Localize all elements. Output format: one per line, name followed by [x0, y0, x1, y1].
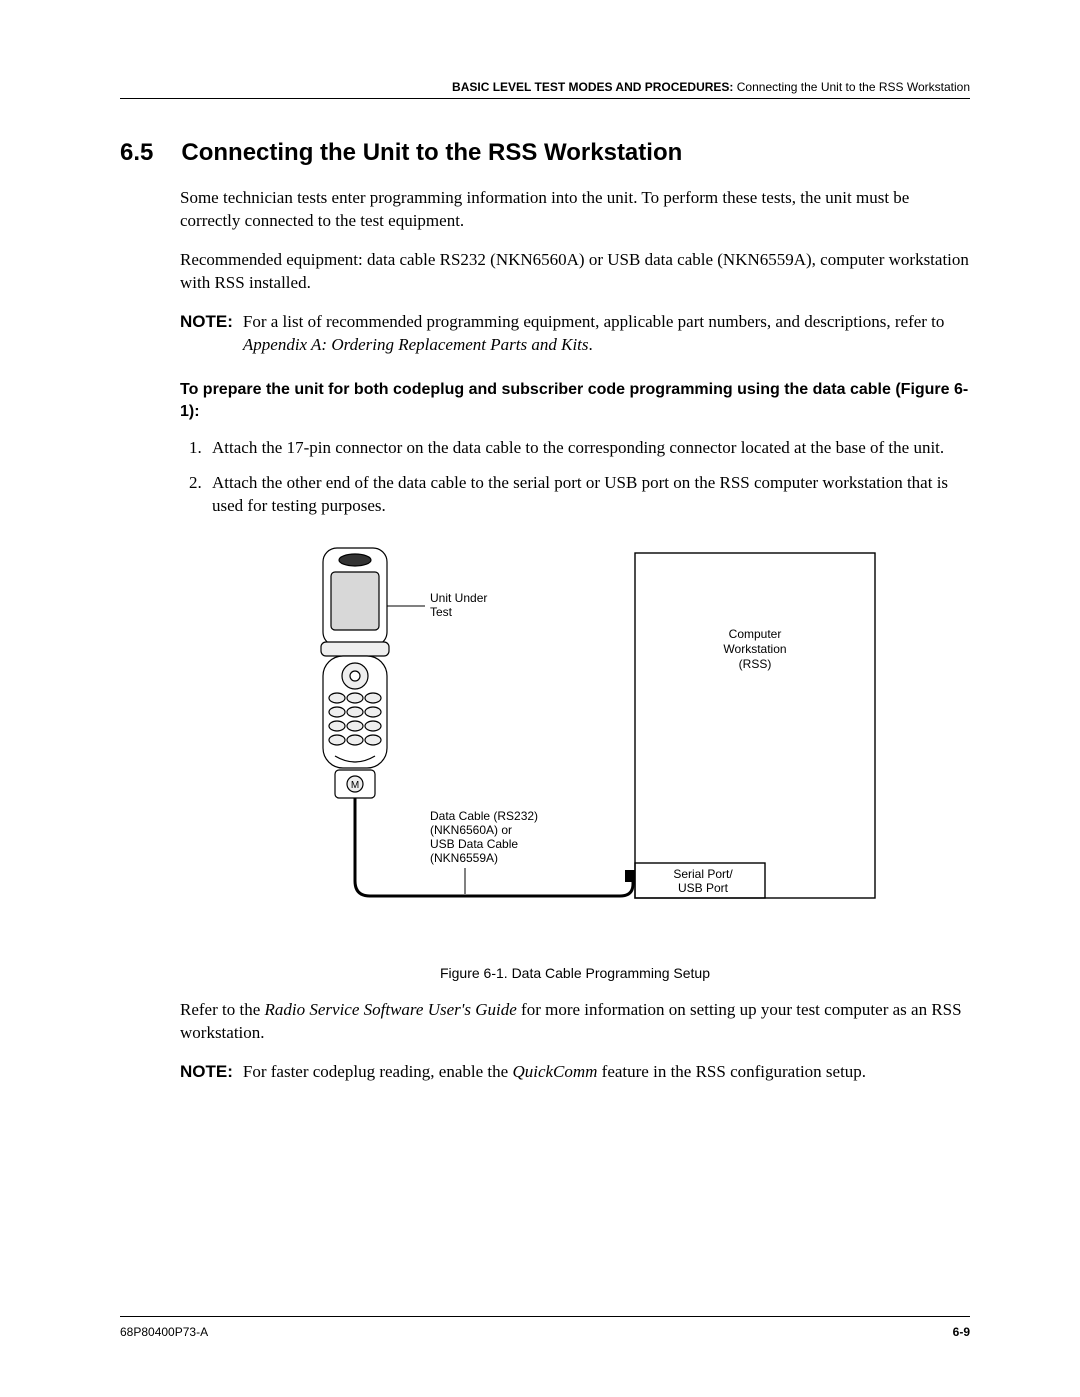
note-label: NOTE:	[180, 311, 233, 357]
uut-label-1: Unit Under	[430, 591, 487, 605]
cable-plug-icon	[625, 870, 635, 882]
note-body: For faster codeplug reading, enable the …	[243, 1061, 866, 1084]
note-1: NOTE: For a list of recommended programm…	[180, 311, 970, 357]
cable-label-2: (NKN6560A) or	[430, 823, 512, 837]
cable-label-1: Data Cable (RS232)	[430, 809, 538, 823]
intro-paragraph-2: Recommended equipment: data cable RS232 …	[180, 249, 970, 295]
note-2: NOTE: For faster codeplug reading, enabl…	[180, 1061, 970, 1084]
section-number: 6.5	[120, 139, 153, 167]
procedure-subheading: To prepare the unit for both codeplug an…	[180, 379, 970, 424]
svg-text:M: M	[351, 780, 359, 791]
page-footer: 68P80400P73-A 6-9	[120, 1316, 970, 1339]
workstation-label-3: (RSS)	[739, 657, 772, 671]
intro-paragraph-1: Some technician tests enter programming …	[180, 187, 970, 233]
header-rest: Connecting the Unit to the RSS Workstati…	[733, 80, 970, 94]
note-label: NOTE:	[180, 1061, 233, 1084]
section-heading: 6.5 Connecting the Unit to the RSS Works…	[120, 139, 970, 167]
figure-caption: Figure 6-1. Data Cable Programming Setup	[180, 965, 970, 981]
workstation-box	[635, 553, 875, 898]
running-header: BASIC LEVEL TEST MODES AND PROCEDURES: C…	[120, 80, 970, 99]
header-bold: BASIC LEVEL TEST MODES AND PROCEDURES:	[452, 80, 733, 94]
port-label-2: USB Port	[678, 881, 729, 895]
unit-under-test-icon: M	[321, 548, 389, 798]
procedure-steps: Attach the 17-pin connector on the data …	[180, 437, 970, 518]
workstation-label-1: Computer	[729, 627, 782, 641]
doc-number: 68P80400P73-A	[120, 1325, 208, 1339]
diagram-svg: Computer Workstation (RSS) Serial Port/ …	[265, 538, 885, 943]
port-label-1: Serial Port/	[673, 867, 733, 881]
cable-label-3: USB Data Cable	[430, 837, 518, 851]
workstation-label-2: Workstation	[723, 642, 786, 656]
step-1: Attach the 17-pin connector on the data …	[206, 437, 970, 460]
body: Some technician tests enter programming …	[180, 187, 970, 1084]
section-title-text: Connecting the Unit to the RSS Workstati…	[181, 139, 682, 167]
cable-label-4: (NKN6559A)	[430, 851, 498, 865]
page: BASIC LEVEL TEST MODES AND PROCEDURES: C…	[0, 0, 1080, 1397]
figure-6-1: Computer Workstation (RSS) Serial Port/ …	[180, 538, 970, 943]
step-2: Attach the other end of the data cable t…	[206, 472, 970, 518]
page-number: 6-9	[953, 1325, 970, 1339]
uut-label-2: Test	[430, 605, 453, 619]
note-body: For a list of recommended programming eq…	[243, 311, 970, 357]
refer-paragraph: Refer to the Radio Service Software User…	[180, 999, 970, 1045]
